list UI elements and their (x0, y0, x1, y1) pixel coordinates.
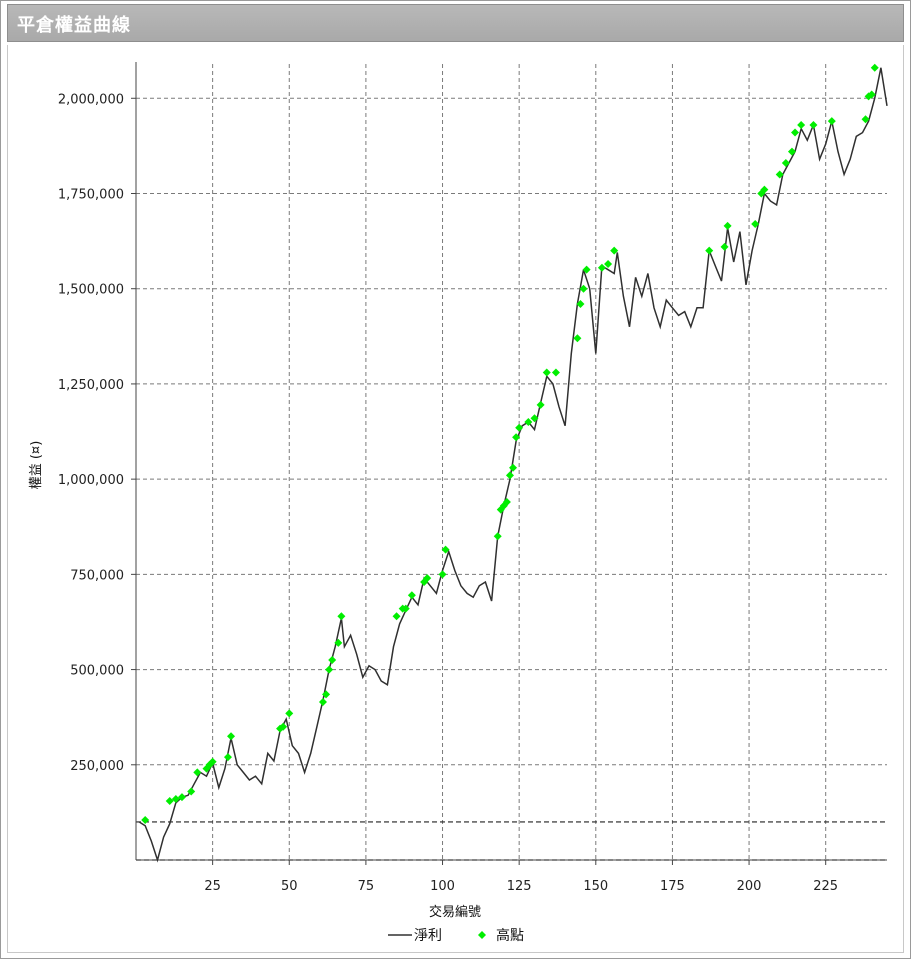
chart-panel (7, 45, 904, 953)
high-point-marker (797, 120, 806, 129)
high-point-markers (141, 63, 879, 825)
window-title: 平倉權益曲線 (17, 15, 131, 36)
title-bar: 平倉權益曲線 (7, 4, 904, 42)
legend: 淨利 高點 (388, 927, 524, 944)
x-axis-title: 交易編號 (429, 904, 481, 920)
high-point-marker (177, 793, 186, 802)
high-point-marker (407, 591, 416, 600)
high-point-marker (604, 259, 613, 268)
high-point-marker (576, 299, 585, 308)
x-tick-label: 225 (813, 879, 838, 894)
high-point-marker (787, 147, 796, 156)
high-point-marker (867, 90, 876, 99)
x-tick-labels: 25 50 75 100 125 150 175 200 225 (204, 860, 838, 894)
y-tick-label: 1,750,000 (58, 187, 124, 202)
high-point-marker (536, 400, 545, 409)
high-point-marker (597, 263, 606, 272)
y-tick-label: 2,000,000 (58, 92, 124, 107)
high-point-marker (791, 128, 800, 137)
high-point-marker (542, 368, 551, 377)
legend-label-high-point: 高點 (496, 927, 524, 944)
high-point-marker (285, 709, 294, 718)
series-line-net-profit (138, 67, 888, 863)
high-point-marker (193, 768, 202, 777)
high-point-marker (141, 816, 150, 825)
legend-label-net-profit: 淨利 (414, 928, 442, 944)
y-tick-label: 500,000 (70, 664, 124, 679)
high-point-marker (337, 612, 346, 621)
y-axis-title: 權益 (¤) (29, 441, 44, 490)
high-point-marker (223, 753, 232, 762)
high-point-marker (509, 463, 518, 472)
baseline (136, 821, 887, 861)
high-point-marker (720, 242, 729, 251)
high-point-marker (524, 418, 533, 427)
high-point-marker (760, 185, 769, 194)
high-point-marker (187, 787, 196, 796)
y-tick-label: 1,000,000 (58, 473, 124, 488)
high-point-marker (723, 221, 732, 230)
high-point-marker (551, 368, 560, 377)
high-point-marker (325, 665, 334, 674)
high-point-marker (579, 284, 588, 293)
x-tick-label: 175 (660, 879, 685, 894)
high-point-marker (705, 246, 714, 255)
x-tick-label: 150 (583, 879, 608, 894)
high-point-marker (171, 795, 180, 804)
grid (136, 64, 887, 860)
x-tick-label: 75 (358, 879, 375, 894)
high-point-marker (502, 497, 511, 506)
high-point-marker (505, 471, 514, 480)
y-tick-label: 1,500,000 (58, 283, 124, 298)
high-point-marker (423, 574, 432, 583)
high-point-marker (334, 638, 343, 647)
high-point-marker (322, 690, 331, 699)
high-point-marker (279, 722, 288, 731)
high-point-marker (401, 604, 410, 613)
high-point-marker (515, 423, 524, 432)
x-tick-label: 125 (507, 879, 532, 894)
y-tick-label: 1,250,000 (58, 378, 124, 393)
high-point-marker (441, 545, 450, 554)
x-tick-label: 50 (281, 879, 298, 894)
high-point-marker (165, 796, 174, 805)
axes (135, 62, 887, 861)
x-tick-label: 100 (430, 879, 455, 894)
high-point-marker (861, 115, 870, 124)
high-point-marker (781, 159, 790, 168)
high-point-marker (328, 656, 337, 665)
high-point-marker (227, 732, 236, 741)
high-point-marker (775, 170, 784, 179)
high-point-marker (827, 117, 836, 126)
y-tick-label: 250,000 (70, 759, 124, 774)
x-tick-label: 200 (737, 879, 762, 894)
x-tick-label: 25 (204, 879, 221, 894)
high-point-marker (392, 612, 401, 621)
high-point-marker (530, 414, 539, 423)
high-point-marker (573, 334, 582, 343)
high-point-marker (582, 265, 591, 274)
high-point-marker (493, 532, 502, 541)
high-point-marker (870, 63, 879, 72)
high-point-marker (208, 757, 217, 766)
high-point-marker (438, 570, 447, 579)
high-point-marker (809, 120, 818, 129)
legend-marker-swatch (478, 931, 486, 939)
high-point-marker (512, 433, 521, 442)
high-point-marker (751, 219, 760, 228)
y-tick-label: 750,000 (70, 568, 124, 583)
high-point-marker (318, 697, 327, 706)
y-tick-labels: 250,000 500,000 750,000 1,000,000 1,250,000 1… (58, 92, 136, 774)
high-point-marker (610, 246, 619, 255)
